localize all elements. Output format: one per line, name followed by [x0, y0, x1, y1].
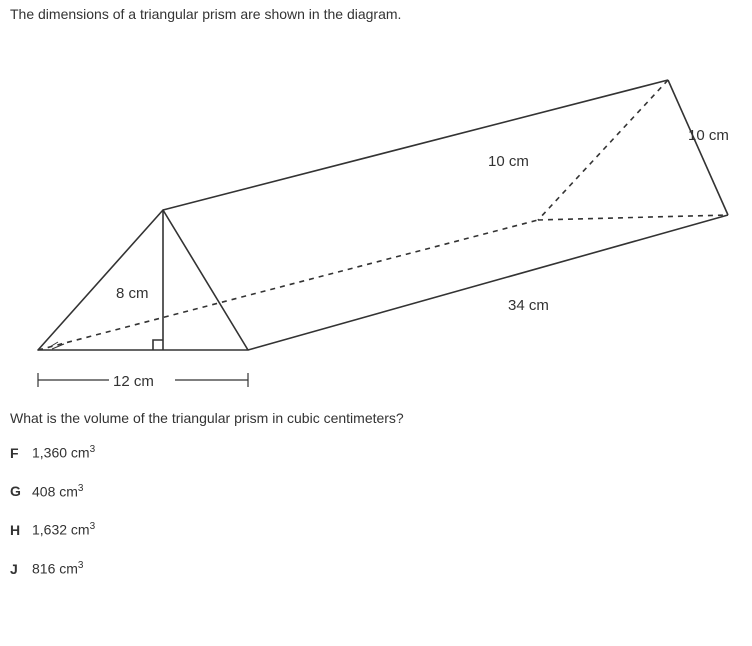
svg-text:34 cm: 34 cm: [508, 297, 549, 314]
choice-value: 816 cm3: [32, 560, 83, 577]
choice-letter: J: [10, 561, 32, 577]
choice-letter: H: [10, 522, 32, 538]
svg-text:10 cm: 10 cm: [688, 127, 729, 144]
choice-value: 408 cm3: [32, 483, 83, 500]
intro-text: The dimensions of a triangular prism are…: [10, 6, 744, 22]
choice-value-text: 816 cm: [32, 561, 78, 577]
choice-exponent: 3: [78, 560, 84, 571]
choice-exponent: 3: [90, 444, 96, 455]
choice-f: F 1,360 cm3: [10, 444, 744, 461]
choice-h: H 1,632 cm3: [10, 521, 744, 538]
choice-value-text: 1,632 cm: [32, 522, 90, 538]
choice-j: J 816 cm3: [10, 560, 744, 577]
choice-value-text: 1,360 cm: [32, 445, 90, 461]
choice-letter: G: [10, 483, 32, 499]
choice-value: 1,632 cm3: [32, 521, 95, 538]
choice-letter: F: [10, 445, 32, 461]
answer-choices: F 1,360 cm3 G 408 cm3 H 1,632 cm3 J 816 …: [10, 444, 744, 577]
prism-diagram: 8 cm 12 cm 10 cm 10 cm 34 cm: [8, 30, 744, 400]
choice-value: 1,360 cm3: [32, 444, 95, 461]
choice-g: G 408 cm3: [10, 483, 744, 500]
choice-value-text: 408 cm: [32, 483, 78, 499]
svg-text:12 cm: 12 cm: [113, 373, 154, 390]
choice-exponent: 3: [78, 483, 84, 494]
choice-exponent: 3: [90, 521, 96, 532]
question-text: What is the volume of the triangular pri…: [10, 410, 744, 426]
svg-text:10 cm: 10 cm: [488, 153, 529, 170]
svg-text:8 cm: 8 cm: [116, 285, 149, 302]
